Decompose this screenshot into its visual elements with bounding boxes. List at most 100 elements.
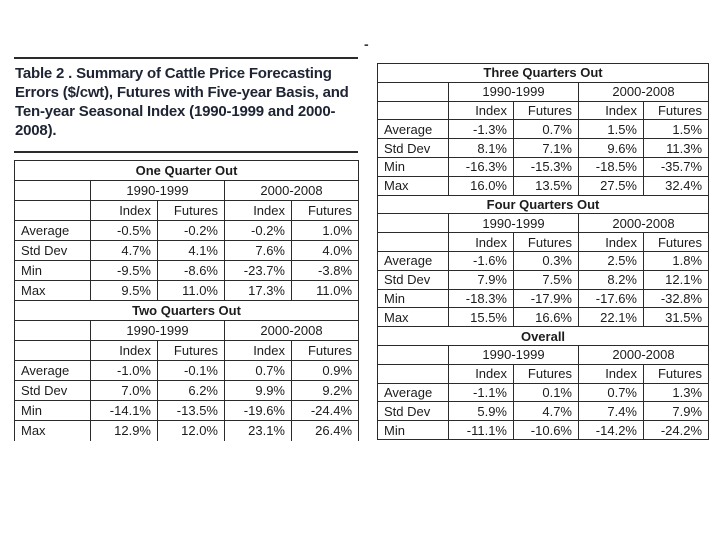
section-title: Four Quarters Out	[376, 194, 710, 215]
value-cell: -24.2%	[642, 420, 710, 440]
column-header: Index	[448, 363, 514, 384]
row-label: Min	[377, 156, 449, 177]
value-cell: -35.7%	[642, 156, 710, 177]
column-header: Futures	[513, 232, 579, 252]
period-header: 1990-1999	[448, 344, 579, 365]
value-cell: 26.4%	[290, 420, 360, 441]
value-cell: -16.3%	[448, 156, 514, 177]
table-row: Std Dev 7.9% 7.5% 8.2% 12.1%	[377, 269, 710, 290]
table-row: Max 12.9% 12.0% 23.1% 26.4%	[14, 420, 360, 441]
table-row: Max 15.5% 16.6% 22.1% 31.5%	[377, 307, 710, 328]
column-header: Futures	[642, 363, 710, 384]
row-label: Min	[377, 288, 449, 309]
value-cell: 16.6%	[513, 307, 579, 328]
row-label: Min	[14, 260, 91, 281]
table-row: Std Dev 5.9% 4.7% 7.4% 7.9%	[377, 401, 710, 422]
table-row: Min -18.3% -17.9% -17.6% -32.8%	[377, 288, 710, 309]
column-header: Index	[448, 100, 514, 121]
value-cell: 0.7%	[224, 360, 292, 381]
table-row: Std Dev 8.1% 7.1% 9.6% 11.3%	[377, 138, 710, 158]
value-cell: -1.6%	[448, 250, 514, 271]
value-cell: 1.5%	[578, 119, 644, 140]
value-cell: 4.1%	[157, 240, 225, 261]
column-header-row: Index Futures Index Futures	[377, 363, 710, 384]
value-cell: -17.6%	[578, 288, 644, 309]
value-cell: 0.7%	[513, 119, 579, 140]
column-header: Index	[578, 363, 644, 384]
value-cell: 1.8%	[642, 250, 710, 271]
value-cell: 12.1%	[642, 269, 710, 290]
period-header-row: 1990-1999 2000-2008	[377, 344, 710, 365]
section-title: Two Quarters Out	[13, 300, 360, 321]
row-label: Average	[14, 360, 91, 381]
column-header: Futures	[157, 200, 225, 221]
table-row: Min -16.3% -15.3% -18.5% -35.7%	[377, 156, 710, 177]
value-cell: -0.5%	[90, 220, 158, 241]
value-cell: 12.9%	[90, 420, 158, 441]
table-row: Min -11.1% -10.6% -14.2% -24.2%	[377, 420, 710, 440]
value-cell: -0.1%	[157, 360, 225, 381]
value-cell: 22.1%	[578, 307, 644, 328]
value-cell: 4.0%	[290, 240, 360, 261]
data-table: One Quarter Out 1990-1999 2000-2008 Index Fu…	[13, 160, 360, 441]
column-header: Futures	[290, 340, 360, 361]
section-title-row: Overall	[376, 326, 710, 346]
value-cell: 2.5%	[578, 250, 644, 271]
value-cell: 7.1%	[513, 138, 579, 158]
section-title-row: Four Quarters Out	[376, 194, 710, 215]
corner-cell	[377, 363, 449, 384]
row-label: Max	[14, 420, 91, 441]
column-header: Futures	[157, 340, 225, 361]
value-cell: 7.6%	[224, 240, 292, 261]
period-header: 2000-2008	[223, 180, 360, 201]
value-cell: 0.3%	[513, 250, 579, 271]
column-header: Index	[578, 232, 644, 252]
value-cell: 9.2%	[290, 380, 360, 401]
period-header: 1990-1999	[448, 81, 579, 102]
column-header: Index	[224, 200, 292, 221]
corner-cell	[377, 100, 449, 121]
value-cell: 15.5%	[448, 307, 514, 328]
column-header: Index	[448, 232, 514, 252]
table-row: Min -14.1% -13.5% -19.6% -24.4%	[14, 400, 360, 421]
column-header: Futures	[290, 200, 360, 221]
table-row: Std Dev 7.0% 6.2% 9.9% 9.2%	[14, 380, 360, 401]
value-cell: 7.9%	[642, 401, 710, 422]
period-header-row: 1990-1999 2000-2008	[14, 320, 360, 341]
value-cell: -11.1%	[448, 420, 514, 440]
value-cell: 11.3%	[642, 138, 710, 158]
value-cell: 7.5%	[513, 269, 579, 290]
column-header-row: Index Futures Index Futures	[377, 100, 710, 121]
value-cell: 1.5%	[642, 119, 710, 140]
value-cell: -1.1%	[448, 382, 514, 403]
column-header: Index	[90, 340, 158, 361]
period-header: 1990-1999	[90, 320, 225, 341]
value-cell: 0.1%	[513, 382, 579, 403]
corner-cell	[14, 320, 91, 341]
value-cell: -1.0%	[90, 360, 158, 381]
table-row: Std Dev 4.7% 4.1% 7.6% 4.0%	[14, 240, 360, 261]
period-header: 1990-1999	[90, 180, 225, 201]
row-label: Std Dev	[377, 269, 449, 290]
value-cell: 16.0%	[448, 175, 514, 196]
period-header: 2000-2008	[577, 213, 710, 234]
value-cell: 8.1%	[448, 138, 514, 158]
value-cell: 1.3%	[642, 382, 710, 403]
row-label: Average	[377, 250, 449, 271]
value-cell: -1.3%	[448, 119, 514, 140]
value-cell: -23.7%	[224, 260, 292, 281]
period-header: 2000-2008	[577, 81, 710, 102]
table-row: Max 16.0% 13.5% 27.5% 32.4%	[377, 175, 710, 196]
value-cell: -32.8%	[642, 288, 710, 309]
column-header-row: Index Futures Index Futures	[377, 232, 710, 252]
table-row: Average -1.6% 0.3% 2.5% 1.8%	[377, 250, 710, 271]
value-cell: 11.0%	[157, 280, 225, 301]
value-cell: -9.5%	[90, 260, 158, 281]
corner-cell	[377, 344, 449, 365]
row-label: Min	[377, 420, 449, 440]
value-cell: 8.2%	[578, 269, 644, 290]
section-title-row: Three Quarters Out	[376, 63, 710, 83]
column-header: Futures	[513, 100, 579, 121]
row-label: Std Dev	[14, 380, 91, 401]
row-label: Std Dev	[377, 138, 449, 158]
